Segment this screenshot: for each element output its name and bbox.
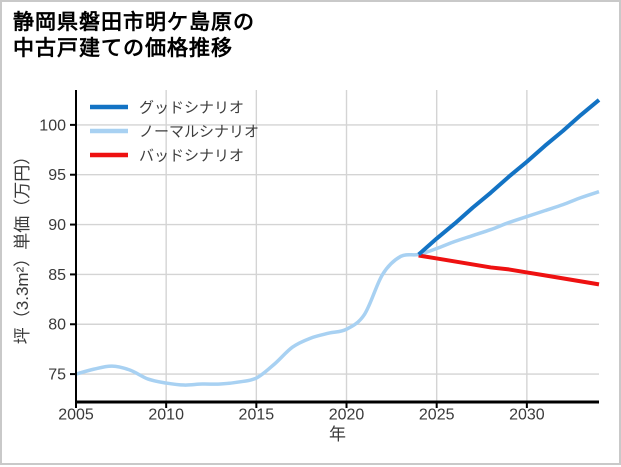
series-line-normal-scenario [75,190,600,387]
legend-item-good-scenario: グッドシナリオ [90,100,244,117]
chart-title-line2: 中古戸建ての価格推移 [13,37,233,60]
axis-ticks [70,123,528,408]
x-tick-label-2025: 2025 [419,407,455,424]
y-tick-label-100: 100 [39,117,66,134]
axis-spines [75,90,599,404]
legend-label-bad-scenario: バッドシナリオ [139,148,244,165]
y-tick-label-85: 85 [48,267,66,284]
chart-title-line1: 静岡県磐田市明ケ島原の [13,11,255,34]
y-tick-label-95: 95 [48,167,66,184]
tick-labels: 2005 2010 2015 2020 2025 2030 75 80 85 90 95 100 [39,117,544,423]
x-tick-label-2020: 2020 [329,407,365,424]
legend-label-good-scenario: グッドシナリオ [139,100,244,117]
x-axis-label: 年 [329,425,346,444]
x-tick-label-2010: 2010 [148,407,184,424]
y-axis-label: 坪（3.3m²）単価（万円） [13,148,32,344]
series-line-bad-scenario [418,253,600,287]
legend-label-normal-scenario: ノーマルシナリオ [139,124,259,141]
x-tick-label-2015: 2015 [239,407,275,424]
series-lines [75,98,601,387]
legend-item-bad-scenario: バッドシナリオ [90,148,244,165]
series-line-good-scenario [417,98,601,256]
x-tick-label-2030: 2030 [509,407,545,424]
chart-title: 静岡県磐田市明ケ島原の 中古戸建ての価格推移 [13,10,255,62]
legend-item-normal-scenario: ノーマルシナリオ [90,124,259,141]
x-tick-label-2005: 2005 [58,407,94,424]
y-tick-label-90: 90 [48,217,66,234]
y-tick-label-75: 75 [48,367,66,384]
y-tick-label-80: 80 [48,317,66,334]
